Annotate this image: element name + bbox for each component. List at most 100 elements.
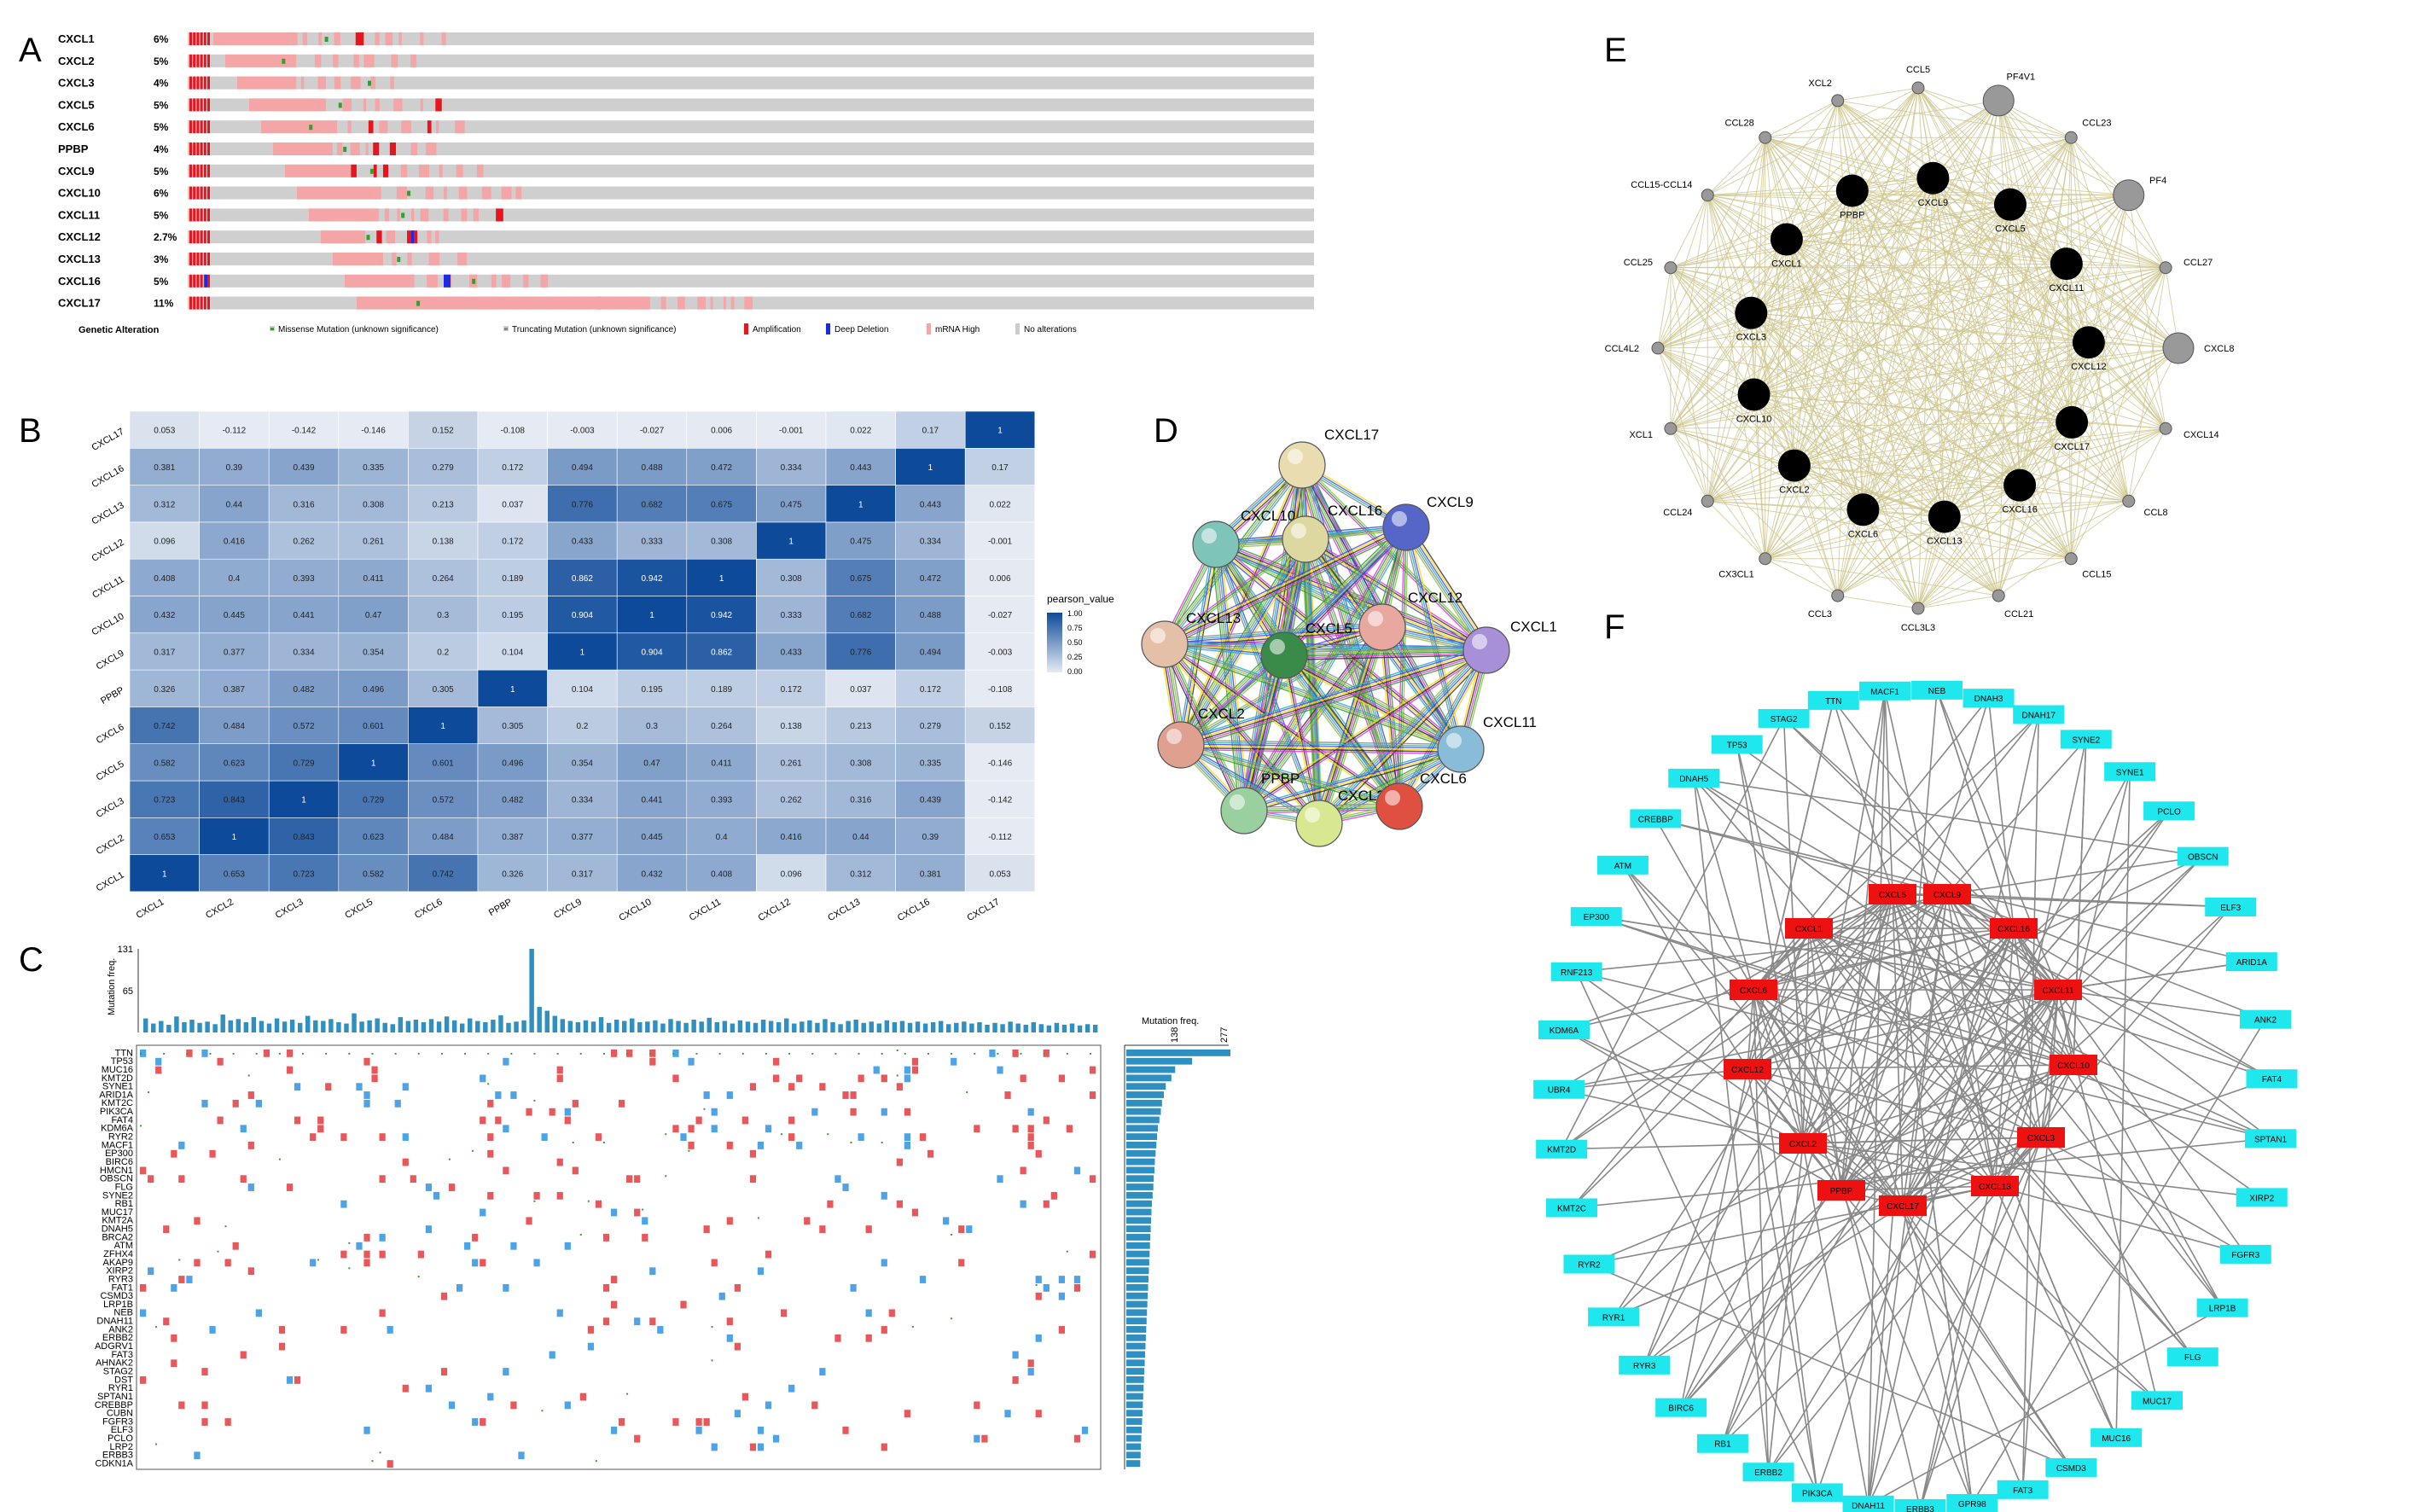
network-edge [1794,263,2067,467]
mutation-cell [247,1074,250,1077]
outer-chemokine-label: XCL2 [1808,79,1832,89]
waterfall-gene-label: AHNAK2 [96,1358,133,1369]
mutation-cell [997,1052,999,1055]
amplification-bar [196,32,200,45]
network-edge [1892,893,2272,1079]
string-edge [1166,643,1247,810]
network-edge [1837,137,2072,596]
mrna-high-block [461,208,468,222]
mutation-freq-bar [297,1022,303,1032]
network-edge [1558,1088,1804,1144]
string-edge [1242,648,1486,810]
missense-marker [416,300,421,306]
mutation-cell [140,1166,147,1175]
mutated-gene-node [2177,846,2229,866]
mutation-cell [448,1183,456,1191]
mutation-cell [881,1108,887,1116]
inner-chemokine-node [1735,296,1768,329]
mutation-cell [819,1225,826,1234]
inner-chemokine-node [1835,174,1869,207]
mutation-freq-bar [938,1021,944,1032]
mutation-cell [1035,1276,1042,1283]
mutation-cell [456,1283,463,1292]
network-edge [1576,928,2015,973]
mutated-gene-label: TTN [1825,697,1841,707]
oncoprint-percent-label: 4% [154,143,169,155]
string-edge [1320,651,1489,826]
heatmap-cell [547,743,618,782]
network-edge [1643,1205,1904,1366]
mutation-cell [518,1451,525,1460]
mutated-gene-node [1570,907,1622,927]
network-edge [1751,312,2021,486]
amplification-bar [193,76,196,90]
string-edge [1281,656,1398,809]
network-edge [1863,500,2129,510]
network-edge [1971,1019,2266,1504]
network-edge [1707,195,2021,486]
mutated-gene-label: FLG [2184,1353,2201,1363]
network-edge [2088,267,2166,343]
string-edge [1214,546,1486,654]
side-freq-bar [1126,1200,1152,1207]
chemokine-label: CXCL5 [1879,891,1907,900]
waterfall-gene-label: FAT1 [112,1282,133,1293]
mutated-gene-label: NEB [1928,687,1946,696]
amplification-bar [193,120,196,134]
oncoprint-percent-label: 6% [154,33,169,45]
mutation-freq-bar [251,1017,257,1032]
waterfall-gene-label: EP300 [105,1149,133,1159]
string-edge [1182,654,1488,750]
mutation-cell [503,1166,509,1175]
inner-chemokine-label: CXCL13 [1927,537,1963,547]
heatmap-value: 1 [162,869,167,879]
heatmap-value: 1 [788,538,794,547]
mutation-cell [649,1057,656,1066]
network-edge [1753,989,1996,1187]
oncoprint-percent-label: 4% [154,78,169,90]
side-freq-bar [1126,1250,1150,1258]
network-edge [2019,264,2067,486]
outer-chemokine-node [2064,131,2078,144]
network-edge [1833,700,1893,895]
network-edge [1863,485,2021,510]
mutated-gene-label: UBR4 [1548,1086,1571,1096]
string-edge [1284,652,1487,659]
mutated-gene-node [2205,897,2257,916]
network-edge [1670,195,1708,429]
mutation-freq-bar [552,1015,557,1032]
mutation-cell [402,1384,409,1393]
network-edge [1765,465,1795,559]
amplification-bar [196,54,200,67]
mutation-freq-bar [792,1023,797,1032]
network-edge [1936,689,2059,991]
heatmap-cell [268,485,340,523]
mutation-cell [904,1410,911,1418]
network-edge [1808,928,2194,1358]
mutation-cell [286,1050,294,1057]
mrna-high-block [455,120,465,134]
mutation-cell [340,1200,347,1208]
mutation-cell [317,1259,320,1261]
mutation-freq-bar [475,1021,480,1032]
mrna-high-block [458,186,468,200]
mutation-cell [749,1443,757,1451]
network-edge [1707,195,1919,609]
string-edge [1180,745,1461,751]
heatmap-y-label: CXCL16 [90,463,125,490]
waterfall-gene-label: FLG [115,1182,133,1192]
network-edge [1794,427,2166,467]
network-edge [1933,177,2067,265]
side-freq-bar [1126,1317,1147,1325]
mutation-cell [572,1099,579,1108]
mutation-cell [1035,1410,1042,1418]
waterfall-gene-label: LRP2 [109,1442,133,1452]
node-highlight [1230,794,1245,810]
mutated-gene-node [2166,1347,2218,1367]
heatmap-value: 0.3 [646,722,658,731]
heatmap-cell [616,410,688,449]
heatmap-cell [129,854,200,893]
mutation-cell [464,1242,471,1250]
legend-swatch-mark [270,328,274,330]
heatmap-y-label: PPBP [99,685,125,707]
